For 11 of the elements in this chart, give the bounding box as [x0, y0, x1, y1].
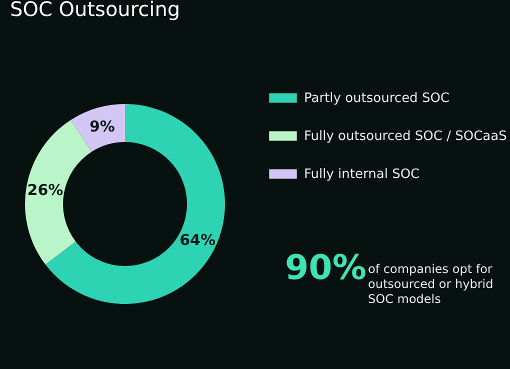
donut-slice — [25, 120, 92, 265]
data-label: 64% — [180, 230, 216, 249]
legend-label: Fully internal SOC — [304, 167, 420, 182]
legend-label: Partly outsourced SOC — [304, 91, 450, 106]
donut-slice — [70, 104, 125, 152]
chart-title: SOC Outsourcing — [10, 0, 180, 21]
data-label: 26% — [27, 180, 64, 199]
text: of companies opt for outsourced or hybrid SOC models — [368, 262, 494, 306]
legend-label: Fully outsourced SOC / SOCaaS — [304, 129, 507, 144]
text: 90% — [285, 248, 366, 288]
data-label: 9% — [89, 117, 115, 136]
